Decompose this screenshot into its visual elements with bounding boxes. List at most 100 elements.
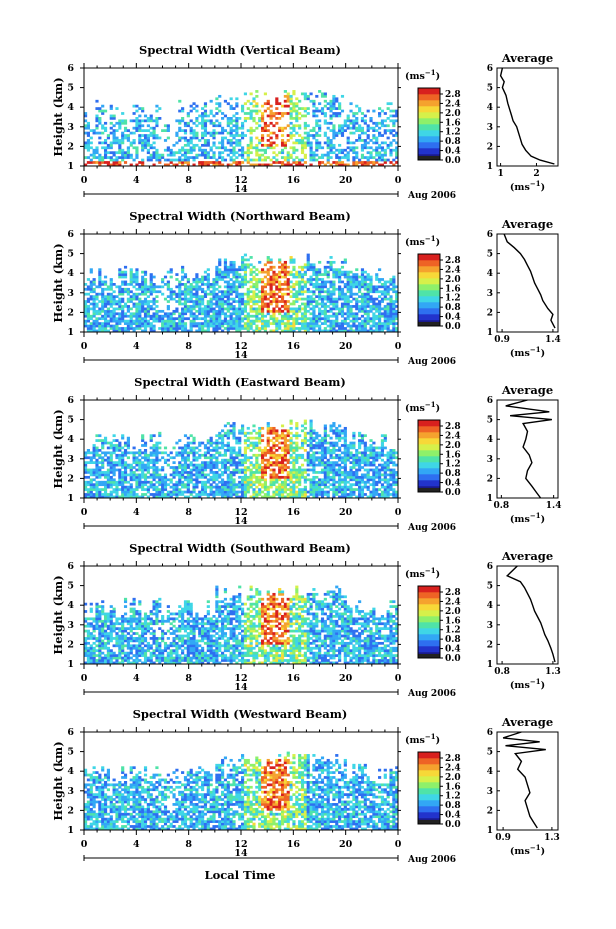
heatmap-cell — [146, 136, 150, 140]
heatmap-cell — [272, 131, 276, 135]
heatmap-cell — [275, 309, 279, 313]
heatmap-cell — [183, 434, 188, 438]
average-title: Average — [501, 51, 553, 65]
heatmap-cell — [181, 136, 185, 140]
heatmap-cell — [206, 305, 210, 308]
heatmap-cell — [175, 119, 179, 123]
heatmap-cell — [135, 109, 139, 113]
heatmap-cell — [138, 161, 142, 164]
heatmap-cell — [186, 300, 190, 303]
heatmap-cell — [241, 461, 245, 464]
heatmap-cell — [158, 117, 162, 120]
heatmap-cells — [84, 419, 399, 499]
heatmap-cell — [303, 493, 307, 496]
heatmap-cell — [92, 314, 96, 318]
heatmap-cell — [155, 480, 159, 484]
heatmap-cell — [138, 302, 142, 306]
heatmap-cell — [269, 463, 273, 467]
heatmap-cell — [255, 295, 259, 298]
heatmap-cell — [295, 273, 299, 276]
heatmap-cell — [286, 327, 290, 330]
heatmap-cell — [338, 158, 342, 162]
heatmap-cell — [183, 495, 188, 499]
heatmap-cell — [84, 163, 88, 167]
heatmap-cell — [263, 163, 267, 167]
heatmap-cell — [286, 478, 290, 482]
heatmap-cell — [106, 451, 110, 455]
heatmap-cell — [166, 483, 170, 487]
heatmap-cell — [298, 453, 302, 457]
heatmap-cell — [183, 161, 188, 164]
heatmap-cell — [338, 312, 342, 316]
heatmap-cell — [246, 280, 250, 284]
heatmap-cell — [292, 273, 296, 276]
heatmap-cell — [329, 151, 333, 155]
heatmap-cell — [306, 305, 310, 308]
heatmap-cell — [360, 270, 365, 274]
heatmap-cell — [235, 285, 239, 289]
heatmap-cell — [223, 453, 228, 457]
heatmap-cell — [249, 158, 253, 162]
heatmap-cell — [298, 141, 302, 145]
heatmap-cell — [235, 287, 239, 291]
heatmap-cell — [143, 456, 148, 460]
heatmap-cell — [198, 121, 202, 125]
heatmap-cell — [123, 461, 128, 464]
heatmap-cell — [186, 456, 190, 460]
heatmap-cell — [392, 302, 396, 306]
heatmap-cell — [289, 112, 293, 115]
heatmap-cell — [138, 307, 142, 311]
heatmap-cell — [355, 121, 359, 125]
heatmap-cell — [318, 102, 322, 106]
heatmap-cell — [146, 158, 150, 162]
heatmap-cell — [138, 473, 142, 477]
heatmap-cell — [132, 322, 136, 325]
heatmap-cell — [209, 309, 213, 313]
heatmap-cell — [238, 117, 242, 120]
heatmap-cell — [101, 287, 105, 291]
heatmap-cell — [332, 283, 336, 286]
heatmap-cell — [292, 475, 296, 479]
heatmap-cell — [235, 300, 239, 303]
heatmap-cell — [289, 426, 293, 430]
heatmap-cell — [275, 329, 279, 333]
heatmap-cell — [189, 295, 193, 298]
heatmap-cell — [238, 268, 242, 272]
heatmap-cell — [243, 307, 247, 311]
heatmap-cell — [318, 143, 322, 147]
heatmap-cell — [175, 158, 179, 162]
heatmap-cell — [115, 121, 119, 125]
heatmap-cell — [123, 314, 128, 318]
heatmap-cell — [386, 309, 390, 313]
heatmap-cell — [172, 446, 176, 450]
heatmap-cell — [275, 475, 279, 479]
heatmap-cell — [312, 297, 316, 301]
heatmap-cell — [318, 302, 322, 306]
heatmap-cell — [221, 463, 225, 467]
heatmap-cell — [300, 319, 305, 323]
heatmap-cell — [358, 285, 362, 289]
heatmap-cell — [338, 268, 342, 272]
heatmap-cell — [98, 490, 102, 494]
heatmap-cell — [135, 485, 139, 489]
heatmap-cell — [286, 94, 290, 98]
heatmap-cell — [92, 319, 96, 323]
heatmap-cell — [135, 493, 139, 496]
heatmap-cell — [123, 153, 128, 157]
heatmap-cell — [289, 102, 293, 106]
heatmap-cell — [183, 483, 188, 487]
heatmap-cell — [318, 290, 322, 294]
heatmap-cell — [212, 143, 216, 147]
heatmap-cell — [360, 297, 365, 301]
heatmap-cell — [275, 453, 279, 457]
heatmap-cell — [178, 483, 182, 487]
heatmap-cell — [286, 158, 290, 162]
heatmap-cell — [266, 278, 270, 281]
heatmap-cell — [181, 283, 185, 286]
heatmap-cell — [155, 305, 159, 308]
heatmap-cell — [395, 141, 399, 145]
heatmap-cell — [195, 153, 199, 157]
heatmap-cell — [378, 300, 382, 303]
heatmap-cell — [109, 117, 113, 120]
heatmap-cell — [218, 295, 222, 298]
